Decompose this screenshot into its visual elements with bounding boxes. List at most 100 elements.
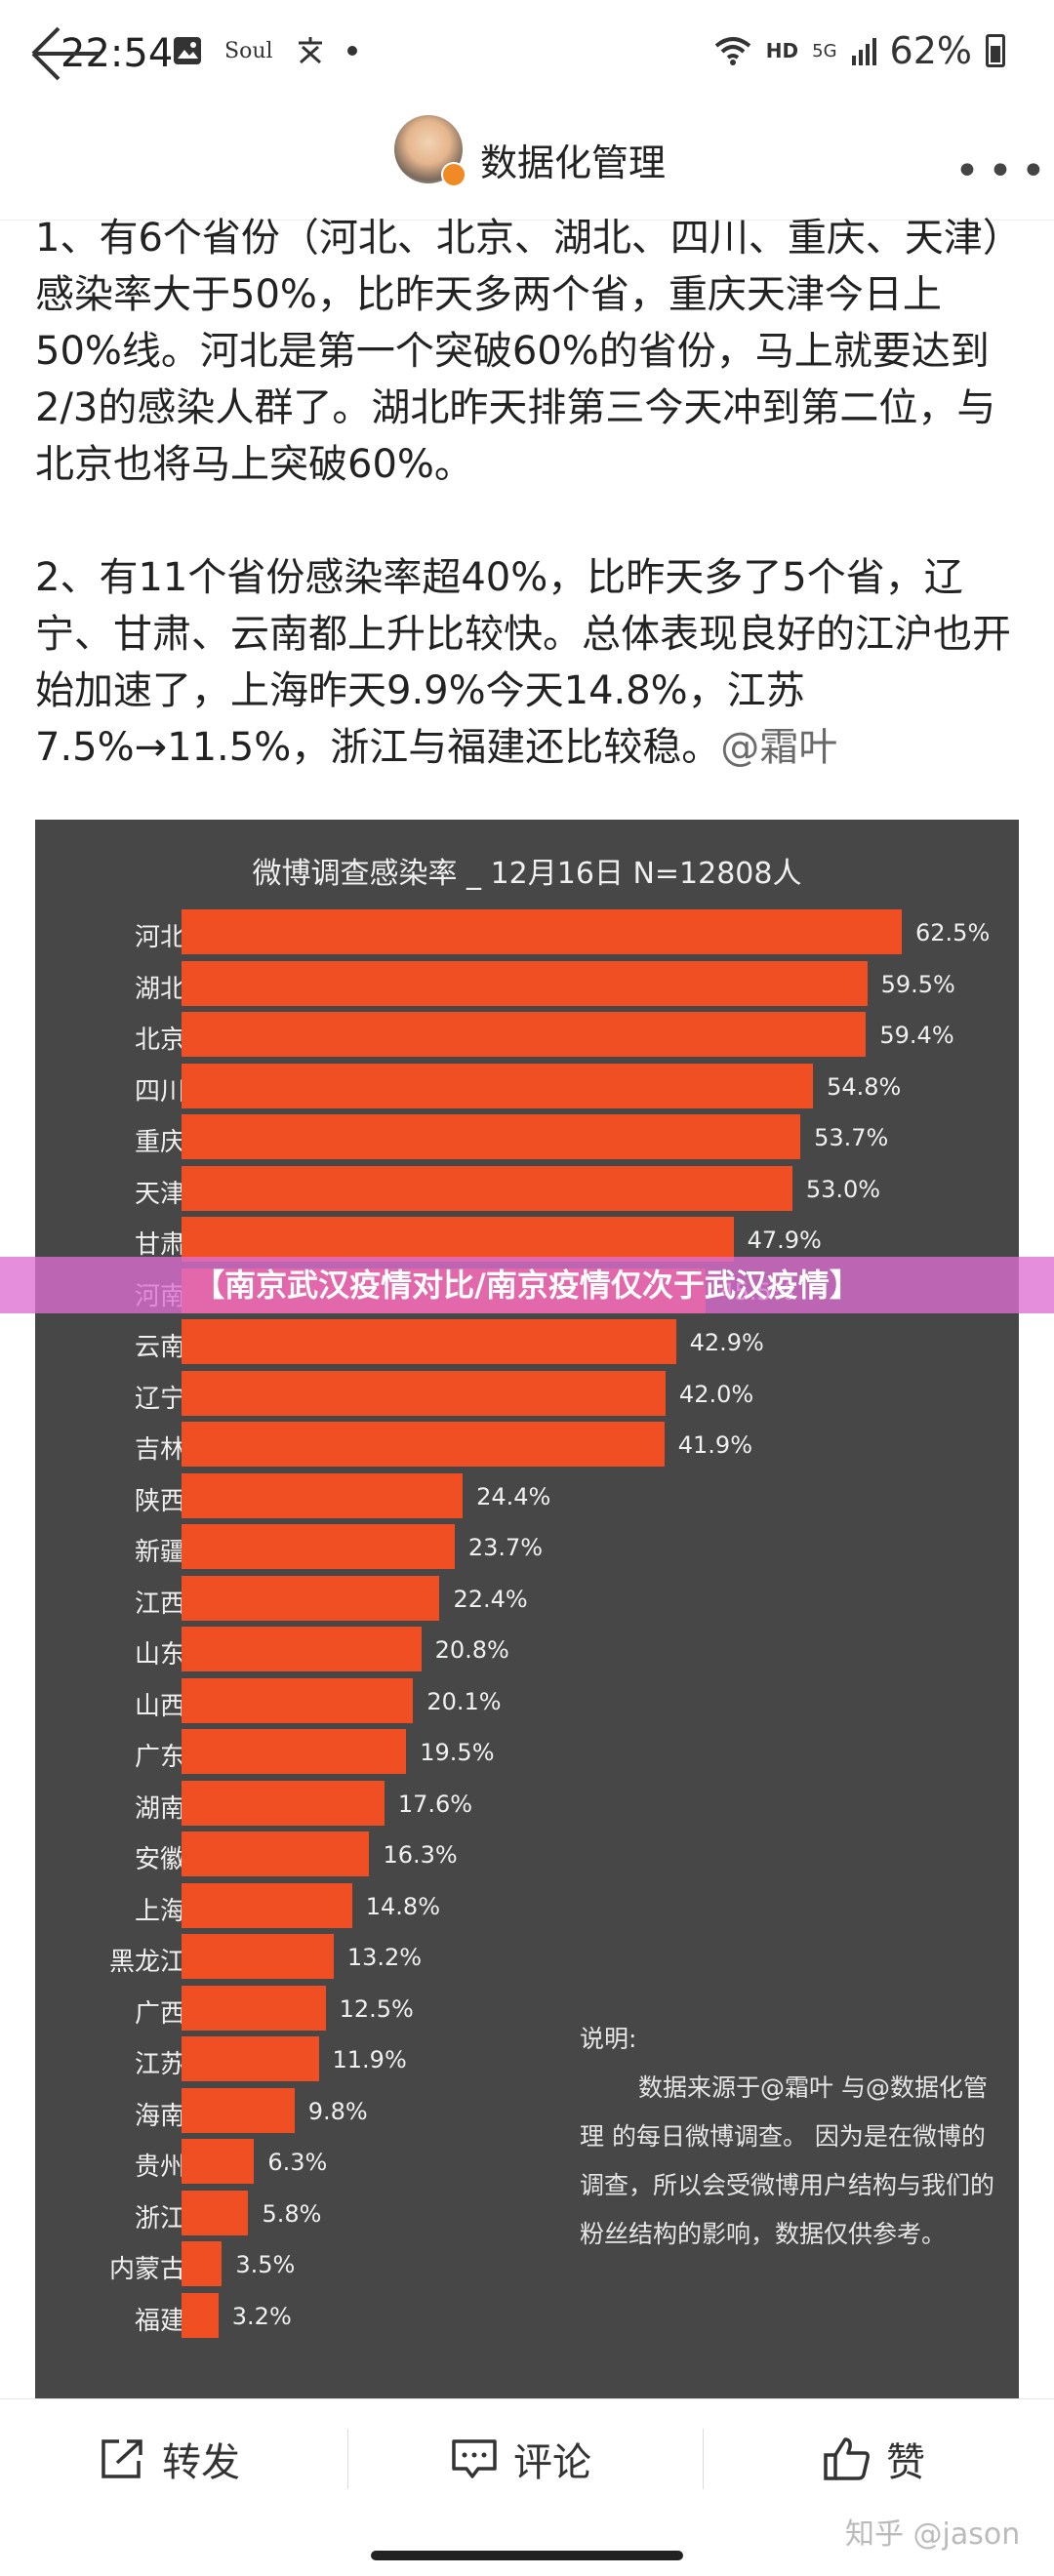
repost-button[interactable]: 转发 bbox=[98, 2399, 240, 2518]
bar bbox=[182, 1575, 440, 1621]
data-label: 53.7% bbox=[814, 1124, 889, 1151]
action-bar: 转发 评论 赞 bbox=[0, 2398, 1054, 2518]
chart-note: 说明: 数据来源于@霜叶 与@数据化管理 的每日微博调查。 因为是在微博的调查，… bbox=[580, 2015, 999, 2259]
arrow-left-icon bbox=[31, 26, 100, 81]
notification-icons: Soul bbox=[172, 35, 357, 66]
bar bbox=[182, 1165, 792, 1211]
battery-icon bbox=[986, 34, 1005, 67]
category-label: 甘肃 bbox=[134, 1230, 185, 1260]
category-label: 山西 bbox=[134, 1691, 185, 1721]
data-label: 59.4% bbox=[879, 1022, 954, 1049]
share-icon bbox=[101, 2439, 142, 2478]
caption-overlay: 【南京武汉疫情对比/南京疫情仅次于武汉疫情】 bbox=[0, 1257, 1054, 1313]
divider bbox=[703, 2429, 704, 2489]
data-label: 54.8% bbox=[827, 1072, 902, 1101]
signal-icon bbox=[851, 38, 876, 65]
data-label: 19.5% bbox=[420, 1739, 495, 1766]
category-label: 新疆 bbox=[134, 1538, 185, 1567]
data-label: 3.2% bbox=[231, 2302, 292, 2330]
category-label: 山东 bbox=[134, 1640, 185, 1670]
bar bbox=[182, 1472, 464, 1518]
data-label: 17.6% bbox=[397, 1790, 473, 1818]
bar bbox=[182, 1729, 407, 1774]
category-label: 天津 bbox=[134, 1179, 185, 1209]
bar bbox=[182, 1319, 676, 1364]
system-status: HD 5G 62% bbox=[713, 29, 1005, 72]
bar bbox=[182, 2087, 295, 2133]
dot-icon bbox=[346, 46, 357, 56]
bar bbox=[182, 1677, 414, 1723]
data-label: 23.7% bbox=[467, 1534, 544, 1561]
chart-note-title: 说明: bbox=[580, 2025, 637, 2053]
data-label: 41.9% bbox=[677, 1431, 752, 1459]
bar bbox=[182, 1370, 666, 1416]
category-label: 广西 bbox=[134, 1998, 185, 2029]
bar bbox=[182, 1985, 326, 2031]
data-label: 13.2% bbox=[346, 1944, 423, 1971]
bar bbox=[182, 960, 868, 1006]
hd-indicator: HD bbox=[765, 39, 799, 62]
category-label: 广东 bbox=[134, 1743, 185, 1772]
home-indicator[interactable] bbox=[371, 2551, 683, 2560]
bar bbox=[182, 2190, 249, 2235]
bar bbox=[182, 2292, 219, 2338]
repost-label: 转发 bbox=[162, 2440, 240, 2485]
paragraph-2-text: 2、有11个省份感染率超40%，比昨天多了5个省，辽宁、甘肃、云南都上升比较快。… bbox=[35, 555, 1011, 770]
category-label: 黑龙江 bbox=[108, 1948, 185, 1977]
data-label: 42.9% bbox=[689, 1329, 764, 1356]
data-label: 12.5% bbox=[339, 1994, 414, 2023]
infection-rate-chart[interactable]: 微博调查感染率 _ 12月16日 N=12808人 说明: 数据来源于@霜叶 与… bbox=[35, 820, 1019, 2400]
comment-button[interactable]: 评论 bbox=[449, 2399, 591, 2518]
account-name[interactable]: 数据化管理 bbox=[480, 141, 667, 184]
bar bbox=[182, 1012, 867, 1057]
category-label: 上海 bbox=[134, 1896, 185, 1926]
category-label: 贵州 bbox=[134, 2153, 185, 2182]
data-label: 11.9% bbox=[332, 2046, 407, 2073]
status-bar: 22:54 Soul HD 5G 62% bbox=[0, 0, 1054, 107]
category-label: 湖北 bbox=[134, 974, 185, 1004]
category-label: 云南 bbox=[134, 1333, 185, 1362]
paragraph-2: 2、有11个省份感染率超40%，比昨天多了5个省，辽宁、甘肃、云南都上升比较快。… bbox=[35, 549, 1021, 776]
nav-bar bbox=[0, 107, 1054, 221]
category-label: 湖南 bbox=[134, 1793, 185, 1824]
category-label: 江西 bbox=[134, 1589, 185, 1619]
category-label: 内蒙古 bbox=[108, 2255, 185, 2284]
post-content: 1、有6个省份（河北、北京、湖北、四川、重庆、天津）感染率大于50%，比昨天多两… bbox=[35, 210, 1021, 776]
category-label: 北京 bbox=[134, 1026, 185, 1055]
comment-icon bbox=[452, 2439, 497, 2478]
category-label: 四川 bbox=[134, 1076, 185, 1107]
more-options-icon[interactable]: ••• bbox=[954, 146, 1054, 196]
bar bbox=[182, 1882, 352, 1928]
data-label: 3.5% bbox=[235, 2251, 296, 2278]
like-label: 赞 bbox=[886, 2440, 925, 2485]
bar bbox=[182, 1422, 665, 1467]
category-label: 重庆 bbox=[134, 1128, 185, 1157]
data-label: 53.0% bbox=[805, 1175, 881, 1203]
data-label: 22.4% bbox=[453, 1585, 528, 1613]
network-type: 5G bbox=[812, 40, 837, 61]
bar bbox=[182, 909, 902, 954]
battery-percent: 62% bbox=[889, 29, 972, 72]
wifi-icon bbox=[714, 37, 751, 65]
mention-link[interactable]: @霜叶 bbox=[720, 725, 838, 770]
gallery-icon bbox=[174, 37, 201, 64]
data-label: 47.9% bbox=[747, 1227, 822, 1254]
chart-title: 微博调查感染率 _ 12月16日 N=12808人 bbox=[252, 857, 802, 891]
category-label: 河北 bbox=[134, 923, 185, 952]
data-label: 5.8% bbox=[262, 2199, 322, 2228]
category-label: 吉林 bbox=[134, 1435, 185, 1465]
data-label: 24.4% bbox=[476, 1482, 551, 1510]
bar bbox=[182, 1524, 455, 1569]
data-label: 9.8% bbox=[307, 2097, 368, 2125]
bar bbox=[182, 2241, 223, 2286]
data-label: 62.5% bbox=[915, 919, 991, 946]
divider bbox=[347, 2429, 348, 2489]
category-label: 辽宁 bbox=[134, 1384, 185, 1414]
bar bbox=[182, 1217, 734, 1262]
back-button[interactable] bbox=[27, 20, 105, 88]
data-label: 16.3% bbox=[383, 1841, 458, 1869]
like-button[interactable]: 赞 bbox=[822, 2399, 925, 2518]
bar bbox=[182, 1780, 385, 1826]
category-label: 福建 bbox=[134, 2306, 185, 2336]
data-label: 14.8% bbox=[365, 1892, 440, 1920]
